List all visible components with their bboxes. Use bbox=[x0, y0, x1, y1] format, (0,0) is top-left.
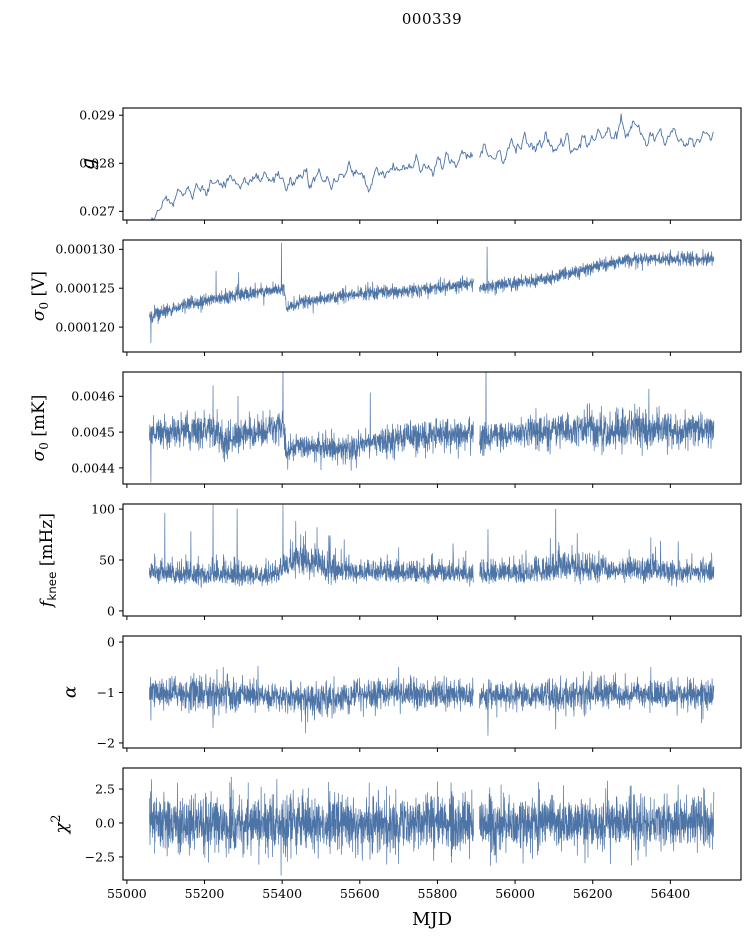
y-tick-label: −2 bbox=[97, 735, 115, 750]
axes-frame-alpha bbox=[122, 635, 742, 749]
x-tick-label: 56400 bbox=[650, 886, 690, 901]
y-tick-label: 0.0 bbox=[95, 815, 115, 830]
y-tick-label: 0.028 bbox=[79, 156, 115, 171]
y-tick-label: 2.5 bbox=[95, 781, 115, 796]
y-tick-label: −2.5 bbox=[85, 849, 115, 864]
y-tick-label: 50 bbox=[99, 552, 115, 567]
series-line-fknee bbox=[149, 504, 715, 588]
series-line-g bbox=[150, 113, 715, 220]
x-tick-label: 55400 bbox=[262, 886, 302, 901]
panel-sigma0-mK: 0.0044 0.0045 0.0046 bbox=[71, 371, 742, 488]
x-tick-label: 56200 bbox=[573, 886, 613, 901]
series-line-chi2 bbox=[149, 776, 715, 876]
axes-frame-chi2 bbox=[122, 767, 742, 881]
y-axis-label-fknee: fknee [mHz] bbox=[36, 513, 60, 607]
x-tick-label: 55000 bbox=[107, 886, 147, 901]
series-line-alpha bbox=[149, 665, 715, 736]
panel-chi2: −2.5 0.0 2.5 55000 55200 55400 55600 55800 56000… bbox=[85, 767, 742, 901]
y-axis-label-chi2: χ2 bbox=[48, 814, 72, 834]
y-tick-label: 0.000120 bbox=[55, 319, 115, 334]
x-tick-label: 56000 bbox=[495, 886, 535, 901]
panel-sigma0-V: 0.000120 0.000125 0.000130 bbox=[55, 239, 742, 356]
y-tick-label: −1 bbox=[97, 685, 115, 700]
y-tick-label: 100 bbox=[91, 501, 115, 516]
y-axis-label-alpha: α bbox=[59, 685, 81, 699]
y-tick-label: 0.0045 bbox=[71, 424, 115, 439]
y-axis-label-sigma0-mK: σ0 [mK] bbox=[28, 394, 52, 462]
y-tick-label: 0.000130 bbox=[55, 242, 115, 257]
y-tick-label: 0.0044 bbox=[71, 460, 115, 475]
y-axis-label-g: g bbox=[77, 157, 99, 171]
series-line-sigma0-V bbox=[149, 242, 715, 344]
y-tick-label: 0.000125 bbox=[55, 281, 115, 296]
y-tick-label: 0.027 bbox=[79, 204, 115, 219]
y-axis-label-sigma0-V: σ0 [V] bbox=[28, 270, 52, 322]
figure-title: 000339 bbox=[401, 10, 463, 28]
panel-g: 0.027 0.028 0.029 bbox=[79, 107, 742, 224]
x-tick-label: 55200 bbox=[185, 886, 225, 901]
y-tick-label: 0 bbox=[107, 603, 115, 618]
x-axis-label: MJD bbox=[411, 909, 453, 930]
axes-frame-sigma0-mK bbox=[122, 371, 742, 485]
series-line-sigma0-mK bbox=[149, 372, 715, 483]
panel-alpha: −2 −1 0 bbox=[97, 634, 742, 752]
y-tick-label: 0.029 bbox=[79, 108, 115, 123]
axes-frame-sigma0-V bbox=[122, 239, 742, 353]
x-tick-label: 55800 bbox=[418, 886, 458, 901]
panel-fknee: 0 50 100 bbox=[91, 501, 742, 620]
y-tick-label: 0 bbox=[107, 634, 115, 649]
y-tick-label: 0.0046 bbox=[71, 389, 115, 404]
axes-frame-g bbox=[122, 107, 742, 221]
x-tick-label: 55600 bbox=[340, 886, 380, 901]
